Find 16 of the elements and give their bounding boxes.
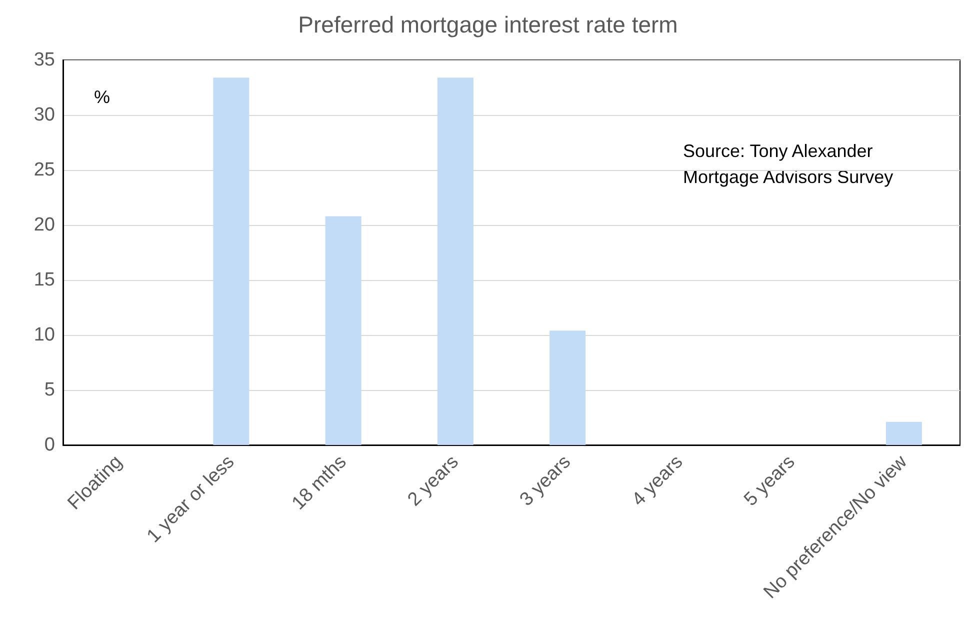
bar — [886, 422, 922, 445]
y-tick-label: 5 — [44, 380, 55, 400]
bar — [325, 216, 362, 445]
y-tick-label: 0 — [44, 434, 55, 456]
bar — [437, 78, 474, 445]
chart-title: Preferred mortgage interest rate term — [298, 12, 678, 38]
y-axis-title: % — [94, 87, 110, 107]
bar — [550, 330, 586, 445]
y-tick-label: 30 — [34, 104, 55, 126]
y-tick-label: 20 — [34, 214, 55, 236]
y-tick-label: 25 — [34, 160, 55, 180]
y-tick-label: 35 — [34, 50, 55, 70]
annotation: Source: Tony Alexander Mortgage Advisors Survey — [683, 141, 894, 187]
bar — [213, 78, 250, 445]
y-tick-label: 10 — [34, 324, 55, 346]
y-tick-label: 15 — [34, 270, 55, 290]
